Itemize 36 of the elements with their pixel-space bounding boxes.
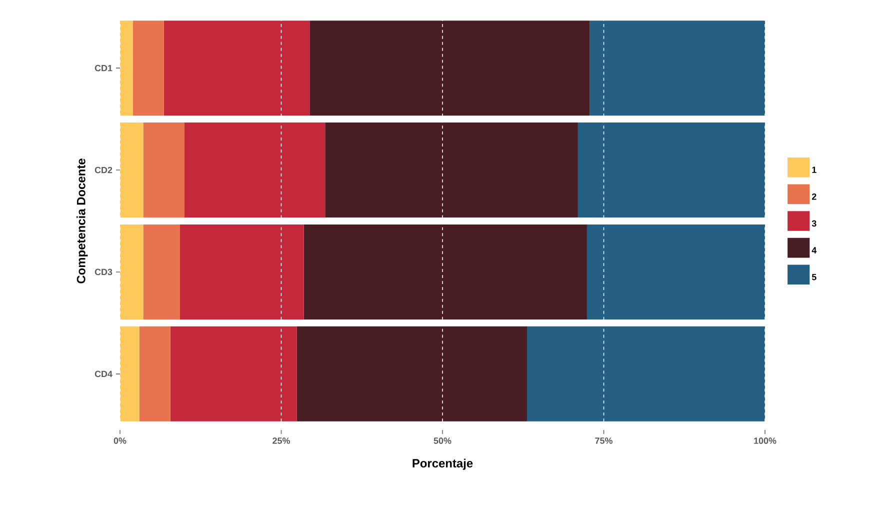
bar — [590, 20, 766, 116]
legend-label: 3 — [812, 220, 816, 227]
x-tick-label: 0% — [114, 438, 126, 444]
bar — [120, 20, 133, 116]
legend-label: 5 — [812, 274, 816, 280]
y-tick-label: CD2 — [94, 166, 112, 174]
bar — [132, 20, 164, 116]
bar — [120, 224, 144, 320]
x-axis-title: Porcentaje — [412, 458, 473, 470]
bar — [139, 326, 170, 422]
bar — [296, 326, 527, 422]
bar — [143, 224, 180, 320]
x-tick-label: 75% — [595, 438, 612, 444]
x-tick-label: 50% — [434, 438, 452, 444]
bar — [527, 326, 766, 422]
bar — [120, 326, 140, 422]
bar — [143, 122, 184, 218]
bar — [120, 122, 144, 218]
legend-label: 1 — [812, 166, 816, 173]
y-tick-label: CD1 — [94, 64, 112, 72]
y-axis-title: Competencia Docente — [76, 158, 88, 284]
bar — [164, 20, 310, 116]
legend-label: 4 — [812, 247, 817, 254]
bar — [184, 122, 326, 218]
bar — [586, 224, 766, 320]
bar — [325, 122, 578, 218]
x-tick-label: 100% — [754, 438, 776, 444]
bar — [310, 20, 590, 116]
y-tick-label: CD3 — [94, 268, 112, 276]
bar — [578, 122, 766, 218]
x-tick-label: 25% — [272, 438, 290, 444]
y-tick-label: CD4 — [94, 370, 112, 378]
bar — [170, 326, 297, 422]
legend-label: 2 — [812, 193, 816, 200]
bar — [180, 224, 304, 320]
bar — [304, 224, 587, 320]
